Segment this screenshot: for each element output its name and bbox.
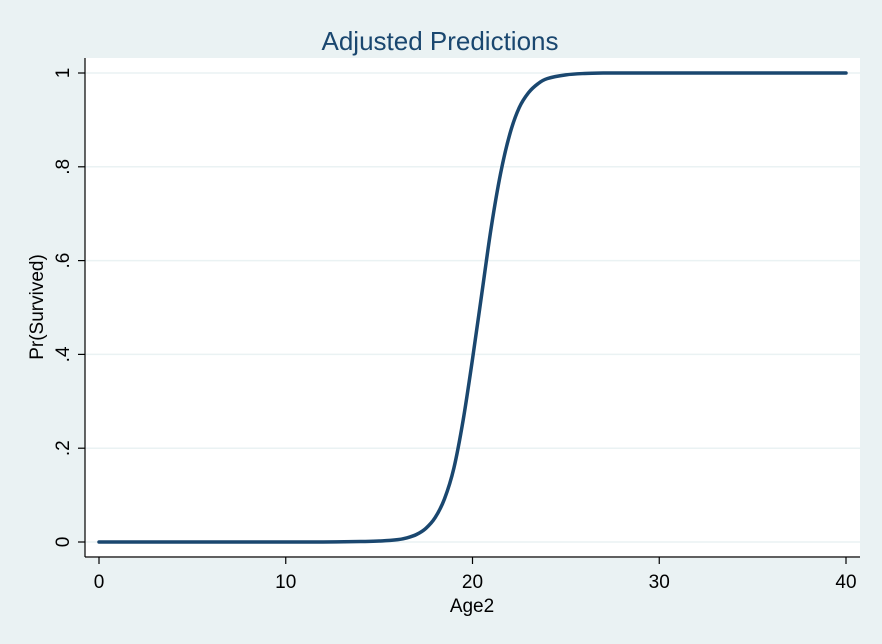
series-line-0	[97, 71, 848, 544]
y-tick-label-2: .4	[53, 346, 74, 362]
y-tick-label-1: .2	[53, 440, 74, 456]
y-tick-label-4: .8	[53, 159, 74, 175]
x-tick-label-4: 40	[835, 572, 856, 593]
y-tick-label-3: .6	[53, 253, 74, 269]
y-axis-label: Pr(Survived)	[27, 254, 48, 360]
y-axis-ticks: 0 .2 .4 .6 .8 1	[53, 68, 85, 548]
x-tick-label-3: 30	[649, 572, 670, 593]
series-group	[97, 71, 848, 544]
x-tick-label-2: 20	[462, 572, 483, 593]
x-tick-label-1: 10	[275, 572, 296, 593]
x-tick-label-0: 0	[94, 572, 105, 593]
y-tick-label-5: 1	[53, 68, 74, 79]
x-axis-label: Age2	[450, 596, 494, 617]
x-axis-ticks: 0 10 20 30 40	[94, 557, 857, 593]
y-tick-label-0: 0	[53, 537, 74, 548]
plot-area	[85, 58, 860, 558]
chart-title: Adjusted Predictions	[321, 26, 558, 56]
